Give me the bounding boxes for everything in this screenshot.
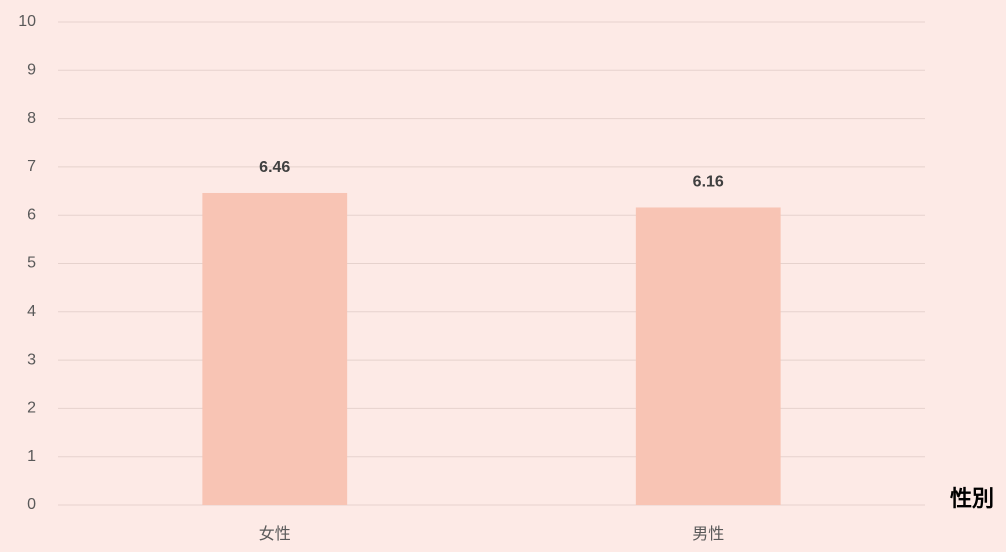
y-tick-label: 6 xyxy=(27,206,36,223)
y-tick-label: 2 xyxy=(27,400,36,417)
y-tick-label: 5 xyxy=(27,255,36,272)
x-axis-label: 性別 xyxy=(950,486,994,511)
y-tick-label: 1 xyxy=(27,448,36,465)
y-tick-label: 0 xyxy=(27,496,36,513)
y-tick-label: 8 xyxy=(27,110,36,127)
bar xyxy=(635,207,781,506)
y-tick-label: 4 xyxy=(27,303,36,320)
x-tick-label: 男性 xyxy=(692,525,724,543)
x-tick-label: 女性 xyxy=(259,524,291,543)
y-tick-label: 10 xyxy=(18,13,36,30)
y-tick-label: 9 xyxy=(27,62,36,79)
y-tick-label: 3 xyxy=(27,351,36,368)
data-label: 6.16 xyxy=(693,174,724,191)
y-tick-label: 7 xyxy=(27,158,36,175)
bar xyxy=(202,192,348,505)
data-label: 6.46 xyxy=(259,159,290,176)
